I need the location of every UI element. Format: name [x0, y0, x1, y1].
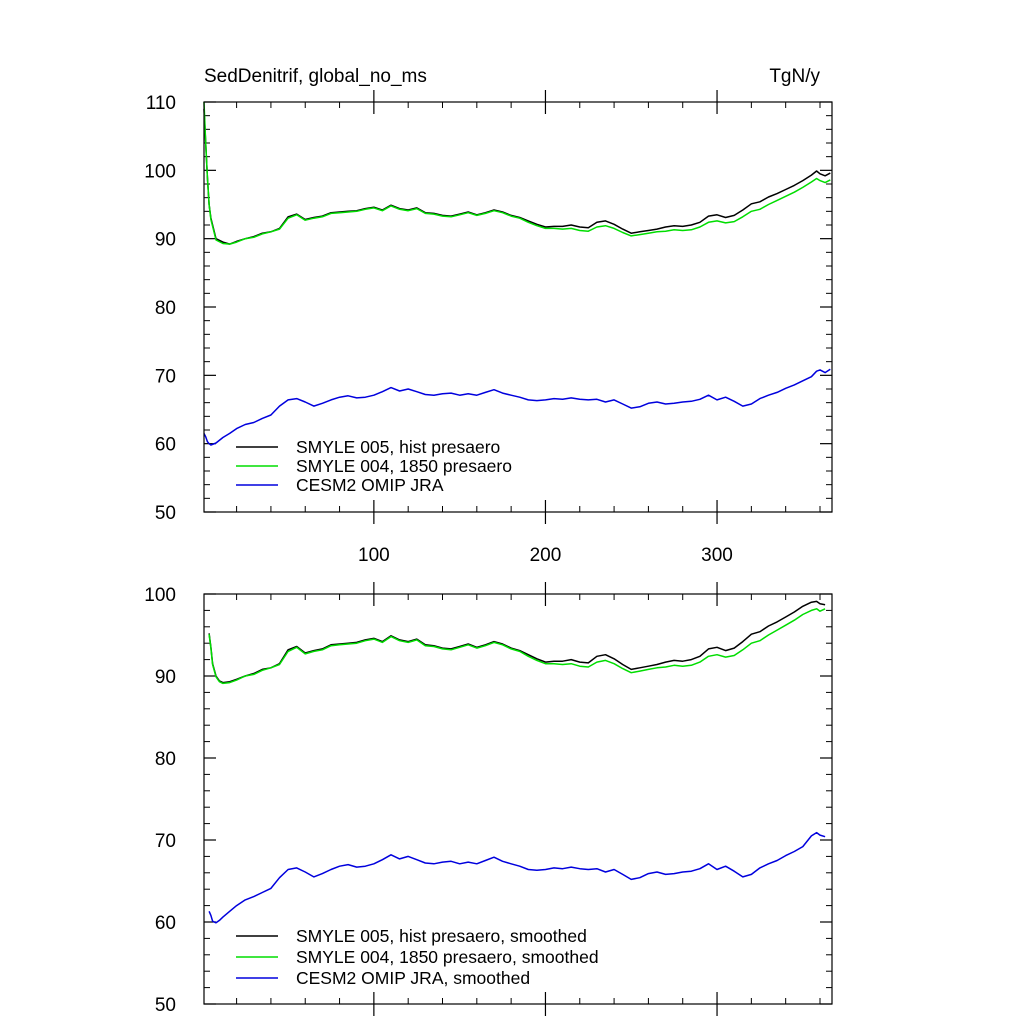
series-line-2 — [208, 608, 826, 685]
bottom-legend: SMYLE 005, hist presaero, smoothedSMYLE … — [236, 926, 599, 988]
units-label: TgN/y — [769, 66, 820, 87]
y-tick-label: 60 — [155, 435, 176, 456]
y-tick-label: 60 — [155, 913, 176, 934]
chart-title: SedDenitrif, global_no_ms — [204, 66, 427, 87]
legend-label-1: SMYLE 005, hist presaero — [296, 437, 500, 457]
bottom-panel: 50 60 70 80 90 100 SMYLE 005, hist presaero, … — [144, 582, 833, 1016]
y-tick-label: 90 — [155, 230, 176, 251]
legend-label-3: CESM2 OMIP JRA — [296, 475, 444, 495]
legend-label-1: SMYLE 005, hist presaero, smoothed — [296, 926, 587, 946]
bottom-plot-area — [208, 600, 826, 924]
bottom-axis-ticks: 50 60 70 80 90 100 — [144, 582, 832, 1016]
y-tick-label: 50 — [155, 503, 176, 524]
top-panel: SedDenitrif, global_no_ms TgN/y 50 60 70 80… — [144, 66, 833, 566]
y-tick-label: 70 — [155, 366, 176, 387]
y-tick-label: 50 — [155, 995, 176, 1016]
x-tick-label: 100 — [358, 545, 390, 566]
y-tick-label: 100 — [144, 585, 176, 606]
y-tick-label: 80 — [155, 298, 176, 319]
top-plot-area — [203, 101, 831, 446]
y-tick-label: 70 — [155, 831, 176, 852]
x-tick-label: 300 — [701, 545, 733, 566]
series-line-3 — [203, 368, 831, 446]
x-tick-label: 200 — [530, 545, 562, 566]
top-axis-ticks: 50 60 70 80 90 100 110 100 200 300 — [144, 90, 832, 566]
y-tick-label: 80 — [155, 749, 176, 770]
top-plot-frame — [203, 101, 833, 513]
y-tick-label: 110 — [146, 93, 176, 114]
series-line-2 — [203, 101, 831, 245]
y-tick-label: 100 — [144, 161, 176, 182]
y-tick-label: 90 — [155, 667, 176, 688]
legend-label-3: CESM2 OMIP JRA, smoothed — [296, 968, 530, 988]
legend-label-2: SMYLE 004, 1850 presaero, smoothed — [296, 947, 599, 967]
bottom-plot-frame — [203, 593, 833, 1005]
series-line-3 — [208, 831, 826, 924]
legend-label-2: SMYLE 004, 1850 presaero — [296, 456, 512, 476]
